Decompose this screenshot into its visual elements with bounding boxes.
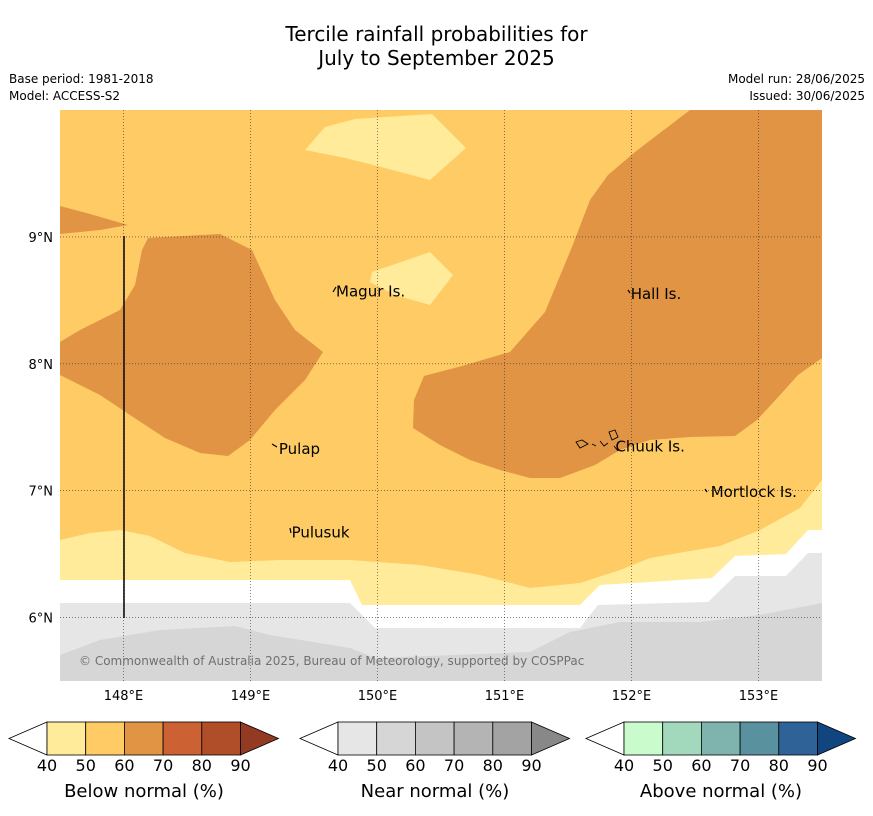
region-below-60-70-west	[60, 234, 323, 456]
colorbar-tick-label: 60	[405, 756, 425, 775]
colorbar-swatch	[414, 721, 455, 756]
colorbar-swatch	[46, 721, 87, 756]
colorbar-min-extend	[298, 721, 339, 756]
lon-tick-label: 150°E	[358, 689, 398, 704]
pulap-island-shape	[271, 443, 278, 448]
colorbar-tick-label: 70	[730, 756, 750, 775]
colorbar-tick-label: 70	[153, 756, 173, 775]
colorbar-min-extend	[584, 721, 625, 756]
pulusuk-island-shape	[289, 527, 292, 534]
colorbar-tick-label: 90	[807, 756, 827, 775]
place-label-chuuk-is: Chuuk Is.	[615, 437, 684, 455]
lon-tick-label: 149°E	[231, 689, 271, 704]
colorbar-swatch	[739, 721, 780, 756]
colorbar-swatch	[778, 721, 818, 756]
lon-tick-label: 153°E	[739, 689, 779, 704]
colorbar-tick-label: 50	[76, 756, 96, 775]
island-markers	[271, 286, 708, 534]
lat-tick-label: 6°N	[29, 612, 54, 627]
lon-tick-label: 152°E	[612, 689, 652, 704]
colorbar-swatch	[376, 721, 416, 756]
colorbars: 40 50 60 70 80 90 40 50 60 70 80 90 40 50 60 70 80 90	[7, 721, 857, 775]
colorbar-tick-label: 80	[483, 756, 503, 775]
colorbar-swatch	[492, 721, 532, 756]
lat-tick-label: 7°N	[29, 485, 54, 500]
meta-right: Model run: 28/06/2025 Issued: 30/06/2025	[728, 71, 865, 105]
colorbar-tick-label: 80	[192, 756, 212, 775]
colorbar-near: 40 50 60 70 80 90	[298, 721, 571, 775]
region-below-60-70-wedge	[60, 206, 128, 234]
magur-island-shape	[332, 286, 337, 293]
latitude-tick-labels: 9°N 8°N 7°N 6°N	[29, 231, 54, 627]
colorbar-max-extend	[531, 721, 571, 756]
base-period: Base period: 1981-2018	[9, 72, 154, 86]
colorbar-swatch	[662, 721, 702, 756]
title-line-2: July to September 2025	[318, 46, 555, 70]
colorbar-tick-label: 80	[769, 756, 789, 775]
chart-title: Tercile rainfall probabilities for July …	[0, 22, 873, 70]
mortlock-island-shape	[704, 488, 708, 493]
colorbar-tick-label: 40	[37, 756, 57, 775]
colorbar-tick-label: 90	[230, 756, 250, 775]
colorbar-swatch	[124, 721, 164, 756]
colorbar-tick-label: 60	[114, 756, 134, 775]
model-name: Model: ACCESS-S2	[9, 89, 121, 103]
colorbar-max-extend	[817, 721, 857, 756]
region-below-40-50-north	[305, 114, 466, 180]
region-below-60-70-northeast	[413, 110, 822, 478]
colorbar-tick-label: 40	[328, 756, 348, 775]
lon-tick-label: 148°E	[104, 689, 144, 704]
place-labels: Magur Is. Hall Is. Pulap Chuuk Is. Mortlock …	[279, 282, 797, 541]
colorbar-near-label: Near normal (%)	[360, 781, 510, 802]
colorbar-tick-label: 90	[521, 756, 541, 775]
region-near-50-60	[60, 603, 822, 681]
place-label-pulap: Pulap	[279, 440, 320, 458]
hall-island-shape	[627, 289, 631, 294]
colorbar-min-extend	[7, 721, 48, 756]
lat-tick-label: 9°N	[29, 231, 54, 246]
title-line-1: Tercile rainfall probabilities for	[285, 22, 588, 46]
place-label-hall-is: Hall Is.	[631, 285, 682, 303]
issued-date: Issued: 30/06/2025	[749, 89, 865, 103]
place-label-magur-is: Magur Is.	[336, 282, 405, 300]
colorbar-below: 40 50 60 70 80 90	[7, 721, 280, 775]
colorbar-tick-label: 50	[367, 756, 387, 775]
lat-tick-label: 8°N	[29, 358, 54, 373]
longitude-tick-labels: 148°E 149°E 150°E 151°E 152°E 153°E	[104, 689, 779, 704]
colorbar-swatch	[162, 721, 203, 756]
colorbar-tick-label: 50	[653, 756, 673, 775]
lon-tick-label: 151°E	[485, 689, 525, 704]
place-label-mortlock-is: Mortlock Is.	[711, 483, 797, 501]
place-label-pulusuk: Pulusuk	[292, 524, 350, 542]
colorbar-below-label: Below normal (%)	[64, 781, 224, 802]
colorbar-tick-label: 70	[444, 756, 464, 775]
meta-left: Base period: 1981-2018 Model: ACCESS-S2	[9, 71, 154, 105]
colorbar-swatch	[337, 721, 378, 756]
colorbar-tick-label: 60	[691, 756, 711, 775]
map-fill-layer	[60, 110, 822, 681]
colorbar-swatch	[701, 721, 741, 756]
colorbar-tick-label: 40	[614, 756, 634, 775]
colorbar-above-label: Above normal (%)	[639, 781, 803, 802]
colorbar-swatch	[201, 721, 241, 756]
chuuk-islands-shape	[575, 429, 619, 452]
copyright-notice: © Commonwealth of Australia 2025, Bureau…	[79, 654, 584, 668]
colorbar-swatch	[623, 721, 664, 756]
colorbar-swatch	[85, 721, 125, 756]
model-run: Model run: 28/06/2025	[727, 72, 865, 86]
colorbar-swatch	[453, 721, 494, 756]
colorbar-max-extend	[240, 721, 280, 756]
colorbar-above: 40 50 60 70 80 90	[584, 721, 857, 775]
region-below-40-50-magur	[370, 252, 453, 305]
